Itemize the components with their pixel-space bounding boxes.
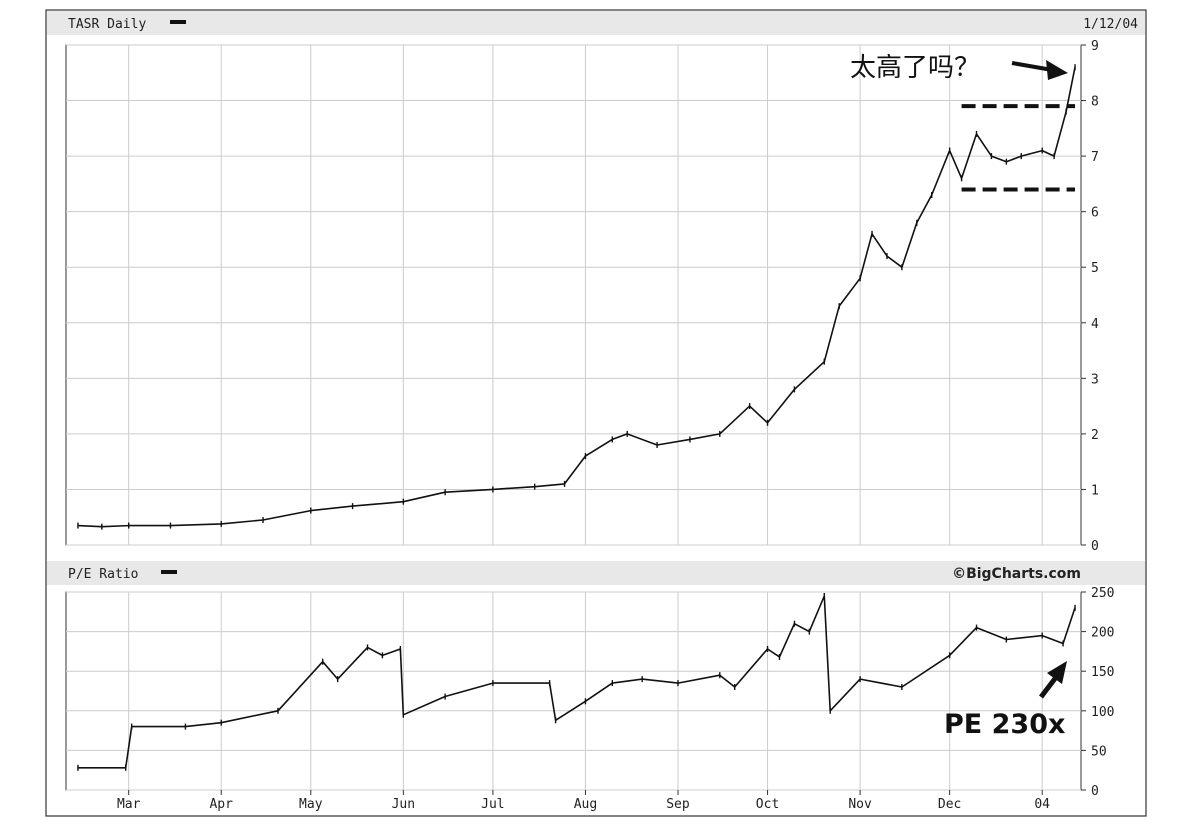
y-tick-label: 1 <box>1091 483 1099 498</box>
y-tick-label: 8 <box>1091 95 1099 110</box>
x-tick-label: Oct <box>756 797 779 812</box>
x-axis-month-labels: Mar Apr May Jun Jul Aug Sep Oct Nov Dec 04 <box>117 790 1050 812</box>
y-tick-label: 0 <box>1091 784 1099 799</box>
pe-x-gridlines <box>128 592 1043 790</box>
price-note: 太高了吗？ <box>850 53 980 83</box>
pe-gridlines <box>66 591 1081 791</box>
y-tick-label: 0 <box>1091 539 1099 554</box>
x-tick-label: May <box>299 797 323 812</box>
y-tick-label: 3 <box>1091 372 1099 387</box>
x-tick-label: Dec <box>938 797 961 812</box>
x-tick-label: Apr <box>209 797 233 812</box>
price-panel: 0 1 2 3 4 5 6 7 8 9 <box>65 39 1099 554</box>
y-tick-label: 50 <box>1091 744 1107 759</box>
bigcharts-credit: ©BigCharts.com <box>952 566 1081 582</box>
pe-note-arrow-icon <box>1039 661 1067 699</box>
series-line <box>77 595 1076 769</box>
pe-series <box>77 592 1076 771</box>
price-gridlines <box>66 44 1081 546</box>
pe-plot-area <box>65 591 1082 791</box>
y-tick-label: 2 <box>1091 428 1099 443</box>
x-tick-label: Jul <box>481 797 504 812</box>
price-x-gridlines <box>128 45 1043 545</box>
chart-date-label: 1/12/04 <box>1083 17 1138 32</box>
series-line <box>77 67 1076 528</box>
price-note-arrow-icon <box>1011 60 1068 80</box>
price-plot-area <box>65 44 1082 546</box>
price-panel-header <box>47 11 1145 35</box>
price-series <box>77 64 1076 530</box>
pe-y-axis: 0 50 100 150 200 250 <box>1081 586 1114 799</box>
y-tick-label: 100 <box>1091 705 1114 720</box>
x-tick-label: 04 <box>1034 797 1050 812</box>
x-tick-label: Mar <box>117 797 141 812</box>
trading-range-lines <box>961 104 1076 192</box>
y-tick-label: 4 <box>1091 317 1099 332</box>
pe-note: PE 230x <box>944 709 1065 740</box>
pe-panel-title: P/E Ratio <box>68 567 138 582</box>
y-tick-label: 150 <box>1091 665 1114 680</box>
y-tick-label: 9 <box>1091 39 1099 54</box>
price-panel-title: TASR Daily <box>68 17 146 32</box>
price-y-axis: 0 1 2 3 4 5 6 7 8 9 <box>1081 39 1099 554</box>
pe-legend-swatch <box>161 570 177 574</box>
price-legend-swatch <box>170 20 186 24</box>
y-tick-label: 6 <box>1091 206 1099 221</box>
x-tick-label: Aug <box>574 797 597 812</box>
x-tick-label: Nov <box>848 797 872 812</box>
pe-panel-header <box>47 561 1145 585</box>
y-tick-label: 7 <box>1091 150 1099 165</box>
x-tick-label: Jun <box>392 797 415 812</box>
x-tick-label: Sep <box>666 797 690 812</box>
y-tick-label: 250 <box>1091 586 1114 601</box>
pe-panel: 0 50 100 150 200 250 <box>65 586 1114 799</box>
y-tick-label: 5 <box>1091 261 1099 276</box>
y-tick-label: 200 <box>1091 626 1114 641</box>
